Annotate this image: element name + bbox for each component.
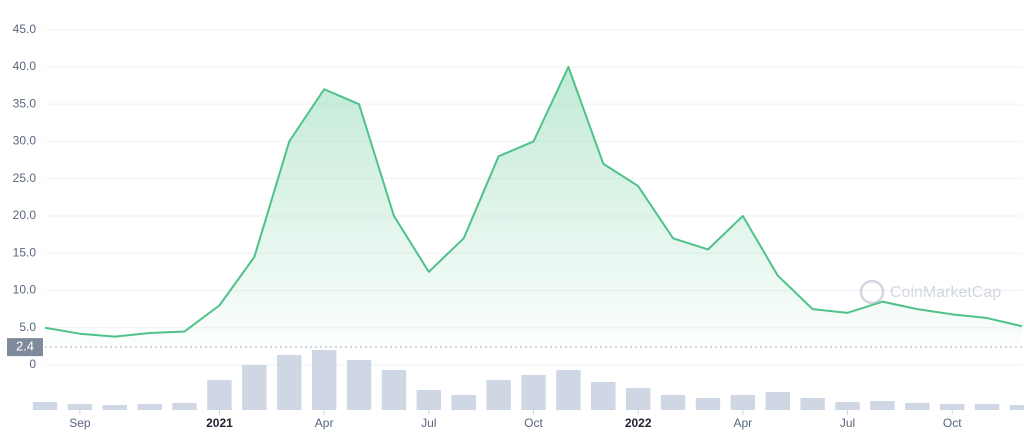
volume-bar — [381, 370, 407, 410]
volume-bar — [730, 395, 756, 410]
y-tick-label: 35.0 — [13, 96, 37, 110]
volume-bar — [486, 380, 511, 410]
y-tick-label: 0 — [29, 357, 36, 371]
volume-bar — [660, 395, 686, 410]
price-line — [44, 65, 1023, 338]
x-tick-label: Apr — [315, 416, 334, 430]
volume-bar — [591, 382, 616, 410]
x-tick-label: Oct — [524, 416, 543, 430]
y-tick-label: 15.0 — [13, 245, 37, 259]
volume-bar — [311, 350, 337, 410]
volume-bar — [521, 375, 546, 410]
volume-bar — [940, 404, 965, 410]
x-tick-label: Oct — [943, 416, 962, 430]
y-tick-label: 10.0 — [13, 283, 37, 297]
x-tick-label: Sep — [69, 416, 91, 430]
volume-bar — [556, 370, 581, 410]
volume-bar — [102, 405, 127, 410]
x-tick-label: 2021 — [206, 416, 233, 430]
volume-bar — [67, 404, 93, 410]
volume-bar — [695, 398, 721, 410]
area — [45, 66, 1022, 348]
x-tick-label: Jul — [421, 416, 436, 430]
volume-bar — [346, 360, 372, 410]
min-label-box — [7, 338, 43, 357]
volume-bar — [137, 404, 162, 410]
volume-bar — [277, 355, 302, 410]
volume-bar — [32, 402, 58, 410]
volume-bar — [242, 365, 267, 410]
volume-bar — [416, 390, 442, 410]
watermark-text: CoinMarketCap — [890, 284, 1001, 301]
x-tick-label: Apr — [734, 416, 753, 430]
min-label: 2.4 — [16, 339, 34, 354]
volume-bar — [905, 403, 930, 410]
volume-bar — [172, 403, 197, 410]
y-tick-label: 5.0 — [19, 320, 36, 334]
volume-bar — [451, 395, 476, 410]
volume-bar — [207, 380, 232, 410]
volume-bar — [800, 398, 825, 410]
volume-bar — [765, 392, 790, 410]
watermark-logo — [859, 279, 885, 305]
volume-bar — [974, 404, 1000, 410]
volume-bar — [625, 388, 651, 410]
watermark: CoinMarketCap — [859, 279, 1001, 305]
y-tick-label: 30.0 — [13, 134, 37, 148]
x-tick-label: 2022 — [625, 416, 652, 430]
y-tick-label: 25.0 — [13, 171, 37, 185]
y-tick-label: 40.0 — [13, 59, 37, 73]
y-tick-label: 20.0 — [13, 208, 37, 222]
y-tick-label: 45.0 — [13, 22, 37, 36]
volume-bar — [1009, 405, 1024, 410]
volume-bar — [835, 402, 860, 410]
volume-bar — [870, 401, 895, 410]
x-tick-label: Jul — [840, 416, 855, 430]
